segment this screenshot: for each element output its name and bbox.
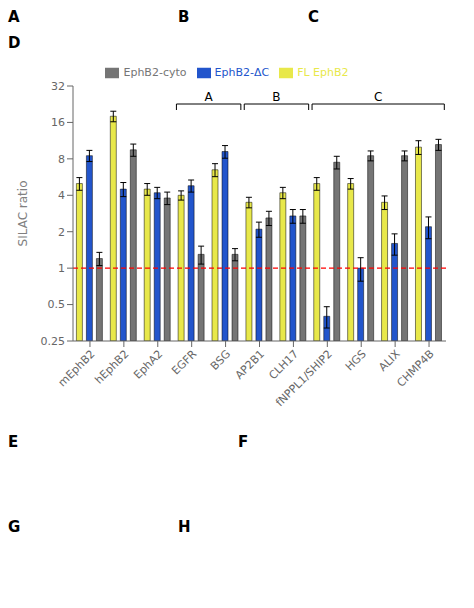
html-text:H: H: [178, 518, 191, 536]
html-text:F: F: [238, 433, 249, 451]
svg-text:C: C: [374, 90, 382, 104]
html-text:FL EphB2: FL EphB2: [297, 66, 349, 79]
html-text:B: B: [178, 8, 190, 26]
html-text:A: A: [8, 8, 20, 26]
svg-text:HGS: HGS: [343, 347, 369, 373]
svg-text:8: 8: [58, 153, 65, 166]
html-text:E: E: [8, 433, 19, 451]
svg-text:1: 1: [58, 262, 65, 275]
svg-text:0.25: 0.25: [41, 335, 66, 348]
html-text:C: C: [308, 8, 319, 26]
html-text:G: G: [8, 518, 21, 536]
svg-text:A: A: [205, 90, 214, 104]
svg-text:mEphB2: mEphB2: [56, 347, 98, 389]
svg-text:ALIX: ALIX: [376, 347, 403, 374]
svg-text:4: 4: [58, 189, 65, 202]
svg-text:EphA2: EphA2: [131, 347, 165, 381]
svg-text:EGFR: EGFR: [169, 347, 199, 377]
html-text:EphB2-ΔC: EphB2-ΔC: [214, 66, 270, 79]
svg-text:fNPPL1/SHIP2: fNPPL1/SHIP2: [273, 347, 335, 409]
html-text:D: D: [8, 34, 21, 52]
svg-text:CLH17: CLH17: [266, 347, 302, 383]
svg-text:SILAC ratio: SILAC ratio: [16, 181, 30, 247]
svg-text:0.5: 0.5: [48, 298, 66, 311]
svg-text:hEphB2: hEphB2: [92, 347, 131, 386]
html-text:EphB2-cyto: EphB2-cyto: [123, 66, 187, 79]
svg-text:CHMP4B: CHMP4B: [395, 347, 437, 389]
svg-text:B: B: [272, 90, 280, 104]
svg-text:16: 16: [51, 116, 65, 129]
svg-text:2: 2: [58, 226, 65, 239]
svg-text:BSG: BSG: [208, 347, 233, 372]
svg-text:AP2B1: AP2B1: [233, 347, 267, 381]
svg-text:32: 32: [51, 80, 65, 93]
